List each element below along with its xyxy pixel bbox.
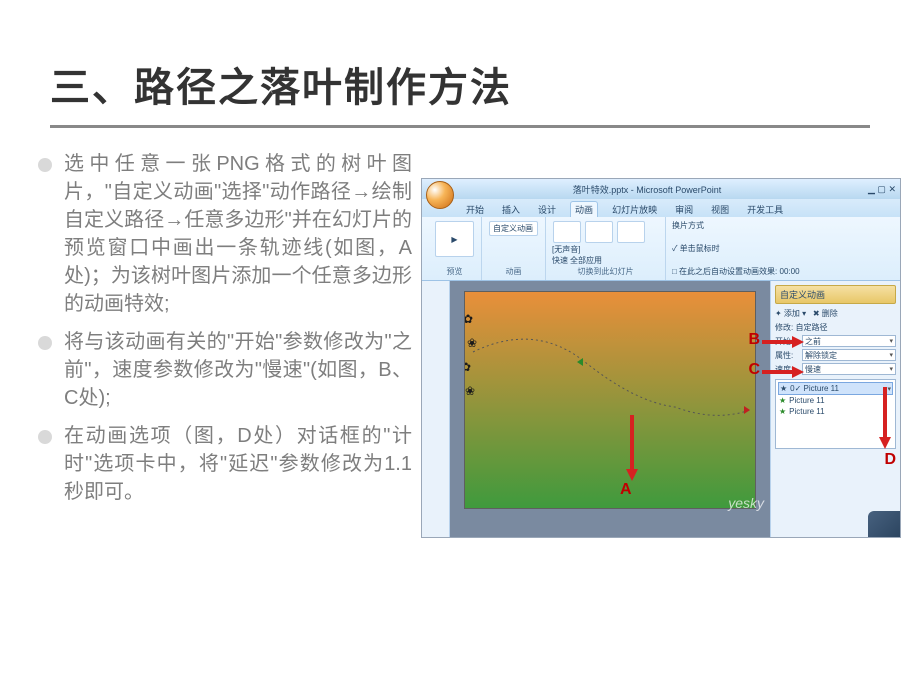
ribbon-group-label: 动画: [488, 266, 539, 277]
animation-list-item[interactable]: ★0✓ Picture 11▾: [778, 382, 893, 395]
pp-body: ✿ ❀ ✿ ❀ A yesky 自定义动画 ✦ 添加 ▾ ✖ 删除: [422, 281, 900, 537]
ribbon-group-transition-gallery: [无声音] 快速 全部应用 切换到此幻灯片: [546, 217, 666, 280]
ribbon-group-advance: 换片方式 ✓ 单击鼠标时 □ 在此之后自动设置动画效果: 00:00: [666, 217, 900, 280]
preview-button[interactable]: ▶: [435, 221, 474, 257]
advance-after[interactable]: □ 在此之后自动设置动画效果: 00:00: [672, 266, 894, 277]
pane-header: 自定义动画: [775, 285, 896, 304]
transition-thumb[interactable]: [585, 221, 613, 243]
transition-thumb[interactable]: [617, 221, 645, 243]
chevron-down-icon[interactable]: ▾: [889, 337, 893, 345]
bullet-text: 在动画选项（图，D处）对话框的"计时"选项卡中，将"延迟"参数修改为1.1秒即可…: [64, 422, 412, 506]
chevron-down-icon[interactable]: ▾: [889, 365, 893, 373]
property-select[interactable]: 解除锁定▾: [802, 349, 896, 361]
tab-developer[interactable]: 开发工具: [743, 202, 787, 217]
bullet-text: 将与该动画有关的"开始"参数修改为"之前"，速度参数修改为"慢速"(如图，B、C…: [64, 328, 412, 412]
slide-editor[interactable]: ✿ ❀ ✿ ❀ A yesky: [450, 281, 770, 537]
property-label: 属性:: [775, 350, 799, 361]
tab-view[interactable]: 视图: [707, 202, 733, 217]
marker-a: A: [620, 481, 632, 499]
pane-modify-label: 修改: 自定路径: [775, 322, 896, 333]
speed-select[interactable]: 慢速▾: [802, 363, 896, 375]
marker-b: B: [748, 331, 760, 349]
chevron-down-icon[interactable]: ▾: [889, 351, 893, 359]
slide-title: 三、路径之落叶制作方法: [50, 55, 870, 113]
status-bar: 幻灯片 1/1 "Office 主题" 中文(简体，中国) ▦ ▤ ▣ 52%: [422, 537, 900, 538]
embedded-screenshot: 落叶特效.pptx - Microsoft PowerPoint ▁ ▢ ✕ 开…: [421, 178, 901, 538]
slide-thumbnail-panel[interactable]: [422, 281, 450, 537]
ribbon-tabs: 开始 插入 设计 动画 幻灯片放映 审阅 视图 开发工具: [422, 199, 900, 217]
tab-animation[interactable]: 动画: [570, 201, 598, 217]
bullet-text: 选中任意一张PNG格式的树叶图片，"自定义动画"选择"动作路径→绘制自定义路径→…: [64, 150, 412, 318]
corner-badge-icon: [868, 511, 900, 537]
marker-d: D: [884, 451, 896, 469]
pane-add-row[interactable]: ✦ 添加 ▾ ✖ 删除: [775, 308, 896, 319]
tab-home[interactable]: 开始: [462, 202, 488, 217]
ribbon-group-animation: 自定义动画 动画: [482, 217, 546, 280]
pane-property-row: 属性: 解除锁定▾: [775, 349, 896, 361]
list-item: 选中任意一张PNG格式的树叶图片，"自定义动画"选择"动作路径→绘制自定义路径→…: [38, 150, 412, 318]
slide-canvas[interactable]: ✿ ❀ ✿ ❀: [464, 291, 756, 509]
tab-design[interactable]: 设计: [534, 202, 560, 217]
slide-title-block: 三、路径之落叶制作方法: [50, 55, 870, 128]
tab-review[interactable]: 审阅: [671, 202, 697, 217]
window-min-icon[interactable]: ▁: [868, 184, 875, 195]
title-underline: [50, 125, 870, 128]
tab-insert[interactable]: 插入: [498, 202, 524, 217]
arrow-b: [762, 335, 804, 349]
arrow-c: [762, 365, 804, 379]
bullet-list: 选中任意一张PNG格式的树叶图片，"自定义动画"选择"动作路径→绘制自定义路径→…: [38, 150, 412, 516]
ribbon-group-preview: ▶ 预览: [428, 217, 482, 280]
window-title: 落叶特效.pptx - Microsoft PowerPoint: [573, 183, 722, 196]
watermark: yesky: [728, 495, 764, 511]
window-titlebar: 落叶特效.pptx - Microsoft PowerPoint ▁ ▢ ✕: [422, 179, 900, 199]
advance-label: 换片方式: [672, 220, 894, 231]
window-close-icon[interactable]: ✕: [888, 184, 896, 195]
custom-animation-button[interactable]: 自定义动画: [489, 221, 538, 236]
advance-onclick[interactable]: ✓ 单击鼠标时: [672, 243, 894, 254]
list-item: 将与该动画有关的"开始"参数修改为"之前"，速度参数修改为"慢速"(如图，B、C…: [38, 328, 412, 412]
speed-label[interactable]: 快速: [552, 255, 568, 266]
motion-path: [465, 292, 756, 509]
list-item: 在动画选项（图，D处）对话框的"计时"选项卡中，将"延迟"参数修改为1.1秒即可…: [38, 422, 412, 506]
arrow-a: [624, 415, 640, 481]
transition-thumb[interactable]: [553, 221, 581, 243]
arrow-d: [878, 387, 892, 449]
window-max-icon[interactable]: ▢: [877, 184, 886, 195]
bullet-icon: [38, 336, 52, 350]
apply-all-label[interactable]: 全部应用: [570, 255, 602, 266]
animation-list-item[interactable]: ★Picture 11: [778, 395, 893, 406]
start-select[interactable]: 之前▾: [802, 335, 896, 347]
ribbon: ▶ 预览 自定义动画 动画 [无声音] 快速 全部应用 切换到此幻灯片 换片方式: [422, 217, 900, 281]
office-orb-icon[interactable]: [426, 181, 454, 209]
ribbon-group-label: 预览: [434, 266, 475, 277]
tab-slideshow[interactable]: 幻灯片放映: [608, 202, 661, 217]
ribbon-group-label: 切换到此幻灯片: [552, 266, 659, 277]
bullet-icon: [38, 430, 52, 444]
marker-c: C: [748, 361, 760, 379]
animation-list-item[interactable]: ★Picture 11: [778, 406, 893, 417]
bullet-icon: [38, 158, 52, 172]
no-sound-label[interactable]: [无声音]: [552, 244, 580, 255]
